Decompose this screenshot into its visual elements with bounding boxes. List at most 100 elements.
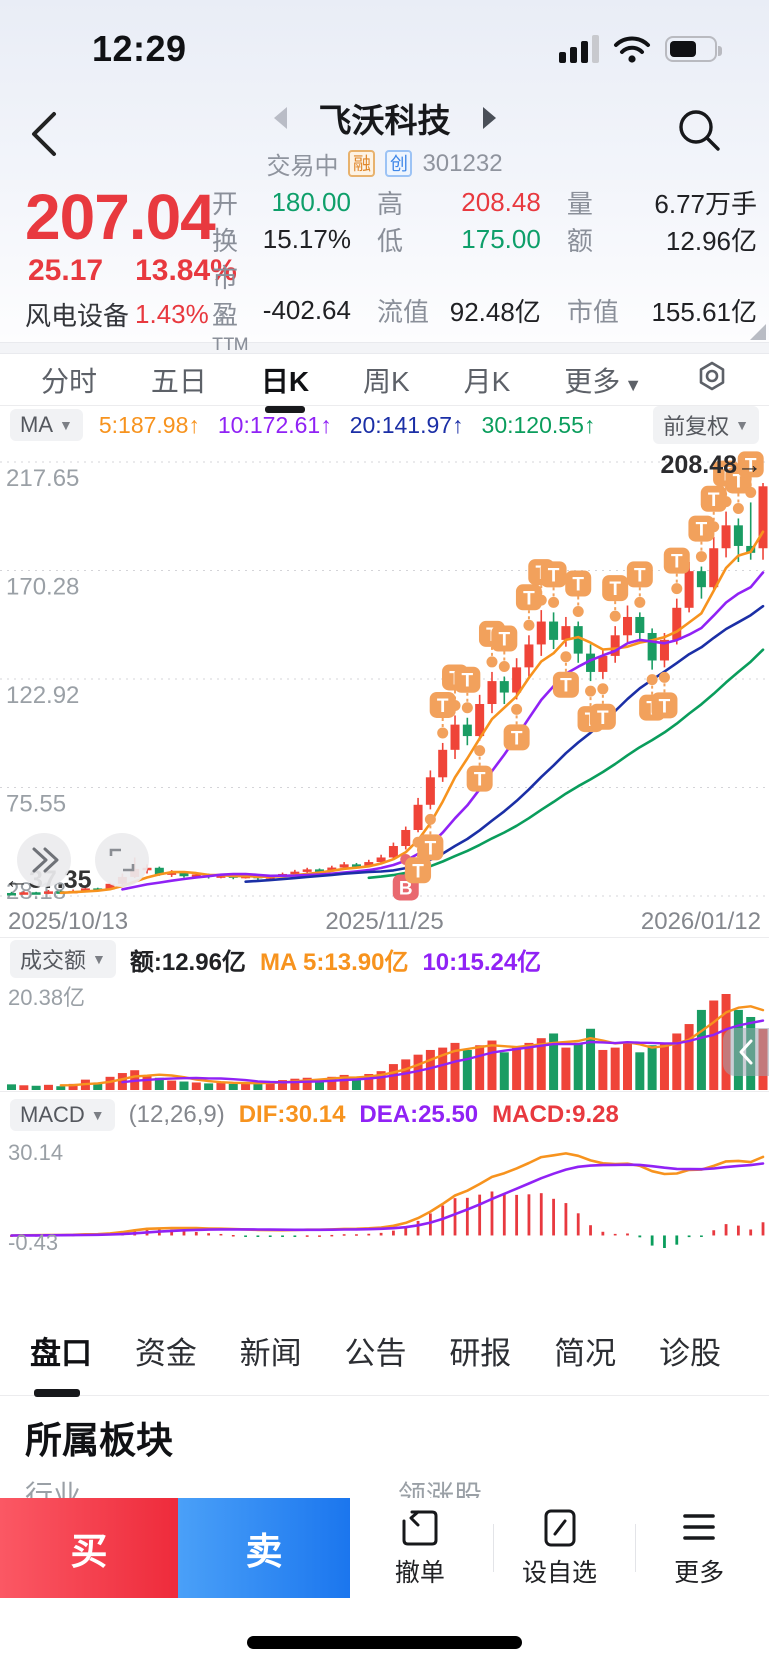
- period-tab-bar: 分时 五日 日K 周K 月K 更多 ▼: [0, 354, 769, 406]
- top-area: 12:29 飞沃科技 交易中 融 创 30123: [0, 0, 769, 362]
- caret-down-icon: ▼: [735, 417, 749, 433]
- content-tab-资金[interactable]: 资金: [134, 1336, 197, 1371]
- spacer: [0, 1256, 769, 1312]
- more-actions-button[interactable]: 更多: [629, 1498, 769, 1598]
- quote-stats-grid: 开 180.00 高 208.48 量 6.77万手换 15.17% 低 175.00 额 12.9…: [212, 184, 757, 362]
- period-tab-more[interactable]: 更多 ▼: [564, 365, 643, 397]
- svg-text:217.65: 217.65: [6, 465, 79, 492]
- svg-text:T: T: [597, 708, 609, 729]
- status-time: 12:29: [92, 28, 187, 69]
- svg-text:T: T: [412, 861, 424, 882]
- stat-5: 额 12.96亿: [566, 226, 757, 256]
- svg-text:T: T: [437, 696, 449, 717]
- macd-chart[interactable]: 30.14 -0.43: [0, 1138, 769, 1256]
- trading-status: 交易中: [266, 153, 339, 180]
- quote-panel: 207.04 25.17 13.84% 风电设备 1.43% › 开 180.00…: [0, 178, 769, 362]
- svg-text:T: T: [708, 490, 720, 511]
- stock-code: 301232: [422, 149, 503, 177]
- sector-name: 风电设备: [25, 301, 130, 331]
- back-button[interactable]: [22, 106, 70, 162]
- margin-badge: 融: [348, 150, 376, 177]
- price-change: 25.17: [28, 254, 104, 287]
- sector-section: 所属板块 行业 领涨股: [0, 1396, 769, 1511]
- macd-value: MACD:9.28: [492, 1101, 619, 1128]
- battery-icon: [665, 36, 722, 62]
- action-bar: 买 卖 撤单 设自选 更多: [0, 1498, 769, 1598]
- period-tab-分时[interactable]: 分时: [40, 365, 97, 397]
- sector-link[interactable]: 风电设备 1.43% ›: [25, 296, 226, 333]
- edit-watchlist-icon: [544, 1509, 575, 1547]
- stat-3: 换 15.17%: [212, 224, 351, 256]
- svg-text:T: T: [671, 552, 683, 573]
- svg-text:208.48→: 208.48→: [661, 451, 762, 479]
- content-tab-盘口[interactable]: 盘口: [30, 1328, 92, 1397]
- adjust-mode-selector[interactable]: 前复权 ▼: [653, 406, 759, 444]
- volume-ma10: 10:15.24亿: [422, 948, 542, 976]
- macd-selector[interactable]: MACD ▼: [10, 1099, 115, 1131]
- separator-band: [0, 342, 769, 354]
- prev-stock-arrow-icon[interactable]: [273, 107, 287, 129]
- volume-amount: 额:12.96亿: [129, 948, 246, 976]
- content-tab-公告[interactable]: 公告: [344, 1336, 407, 1371]
- cancel-order-button[interactable]: 撤单: [350, 1498, 490, 1598]
- macd-dif: DIF:30.14: [238, 1101, 346, 1128]
- volume-ma5: MA 5:13.90亿: [259, 948, 409, 976]
- ma-value-5: 5:187.98↑: [98, 411, 200, 438]
- macd-params: (12,26,9): [128, 1101, 225, 1128]
- ma-value-10: 10:172.61↑: [217, 411, 332, 438]
- chevron-right-icon: ›: [216, 298, 227, 330]
- cancel-order-icon: [402, 1510, 438, 1546]
- sell-button[interactable]: 卖: [178, 1498, 350, 1598]
- section-title: 所属板块: [25, 1420, 173, 1461]
- volume-selector[interactable]: 成交额 ▼: [10, 940, 116, 978]
- period-tab-五日[interactable]: 五日: [150, 365, 207, 397]
- chart-settings-gear-icon[interactable]: [694, 356, 730, 403]
- content-tab-简况[interactable]: 简况: [554, 1336, 617, 1371]
- footer: [0, 1598, 769, 1665]
- buy-button[interactable]: 买: [0, 1498, 178, 1598]
- content-tab-诊股[interactable]: 诊股: [658, 1336, 721, 1371]
- caret-down-icon: ▼: [90, 1107, 105, 1123]
- ma-selector[interactable]: MA ▼: [10, 409, 83, 441]
- stat-0: 开 180.00: [212, 187, 351, 219]
- sector-change-pct: 1.43%: [135, 299, 209, 329]
- svg-text:T: T: [733, 471, 745, 492]
- add-watchlist-button[interactable]: 设自选: [490, 1498, 630, 1598]
- macd-indicator-bar: MACD ▼ (12,26,9) DIF:30.14 DEA:25.50 MACD…: [0, 1092, 769, 1138]
- svg-text:T: T: [474, 770, 486, 791]
- period-tab-日K[interactable]: 日K: [259, 356, 311, 404]
- stat-8: 市值 155.61亿: [566, 297, 757, 327]
- content-tab-研报[interactable]: 研报: [449, 1336, 512, 1371]
- caret-down-icon: ▼: [92, 951, 106, 967]
- header: 飞沃科技 交易中 融 创 301232: [0, 88, 769, 180]
- svg-text:75.55: 75.55: [6, 790, 66, 817]
- svg-text:T: T: [634, 565, 646, 586]
- ma-indicator-bar: MA ▼ 5:187.98↑ 10:172.61↑ 20:141.97↑ 30:120.…: [0, 406, 769, 444]
- svg-text:T: T: [425, 838, 437, 859]
- macd-bottom-label: -0.43: [8, 1230, 59, 1255]
- svg-text:T: T: [511, 728, 523, 749]
- svg-text:T: T: [462, 671, 474, 692]
- collapse-panel-button[interactable]: [723, 1028, 769, 1076]
- cell-signal-icon: [559, 35, 599, 63]
- stat-6: 市盈ᵀᵀᴹ -402.64: [212, 263, 351, 362]
- svg-text:T: T: [696, 520, 708, 541]
- svg-text:T: T: [548, 565, 560, 586]
- stat-4: 低 175.00: [376, 224, 541, 256]
- kline-chart[interactable]: 217.65 170.28 122.92 75.55 28.18 B T T T T T T T T T T T…: [0, 444, 769, 904]
- content-tab-新闻[interactable]: 新闻: [239, 1336, 302, 1371]
- stat-1: 高 208.48: [376, 187, 541, 219]
- svg-text:T: T: [560, 676, 572, 697]
- search-icon[interactable]: [673, 104, 725, 156]
- macd-dea: DEA:25.50: [359, 1101, 479, 1128]
- last-price: 207.04: [25, 181, 216, 253]
- volume-chart[interactable]: 20.38亿: [0, 980, 769, 1092]
- next-stock-arrow-icon[interactable]: [482, 107, 496, 129]
- expand-corner-icon[interactable]: [750, 324, 766, 340]
- svg-text:T: T: [523, 588, 535, 609]
- x-axis: 2025/10/13 2025/11/25 2026/01/12: [0, 904, 769, 938]
- period-tab-月K[interactable]: 月K: [463, 365, 511, 397]
- svg-text:170.28: 170.28: [6, 574, 79, 601]
- svg-text:122.92: 122.92: [6, 682, 79, 709]
- period-tab-周K[interactable]: 周K: [362, 365, 410, 397]
